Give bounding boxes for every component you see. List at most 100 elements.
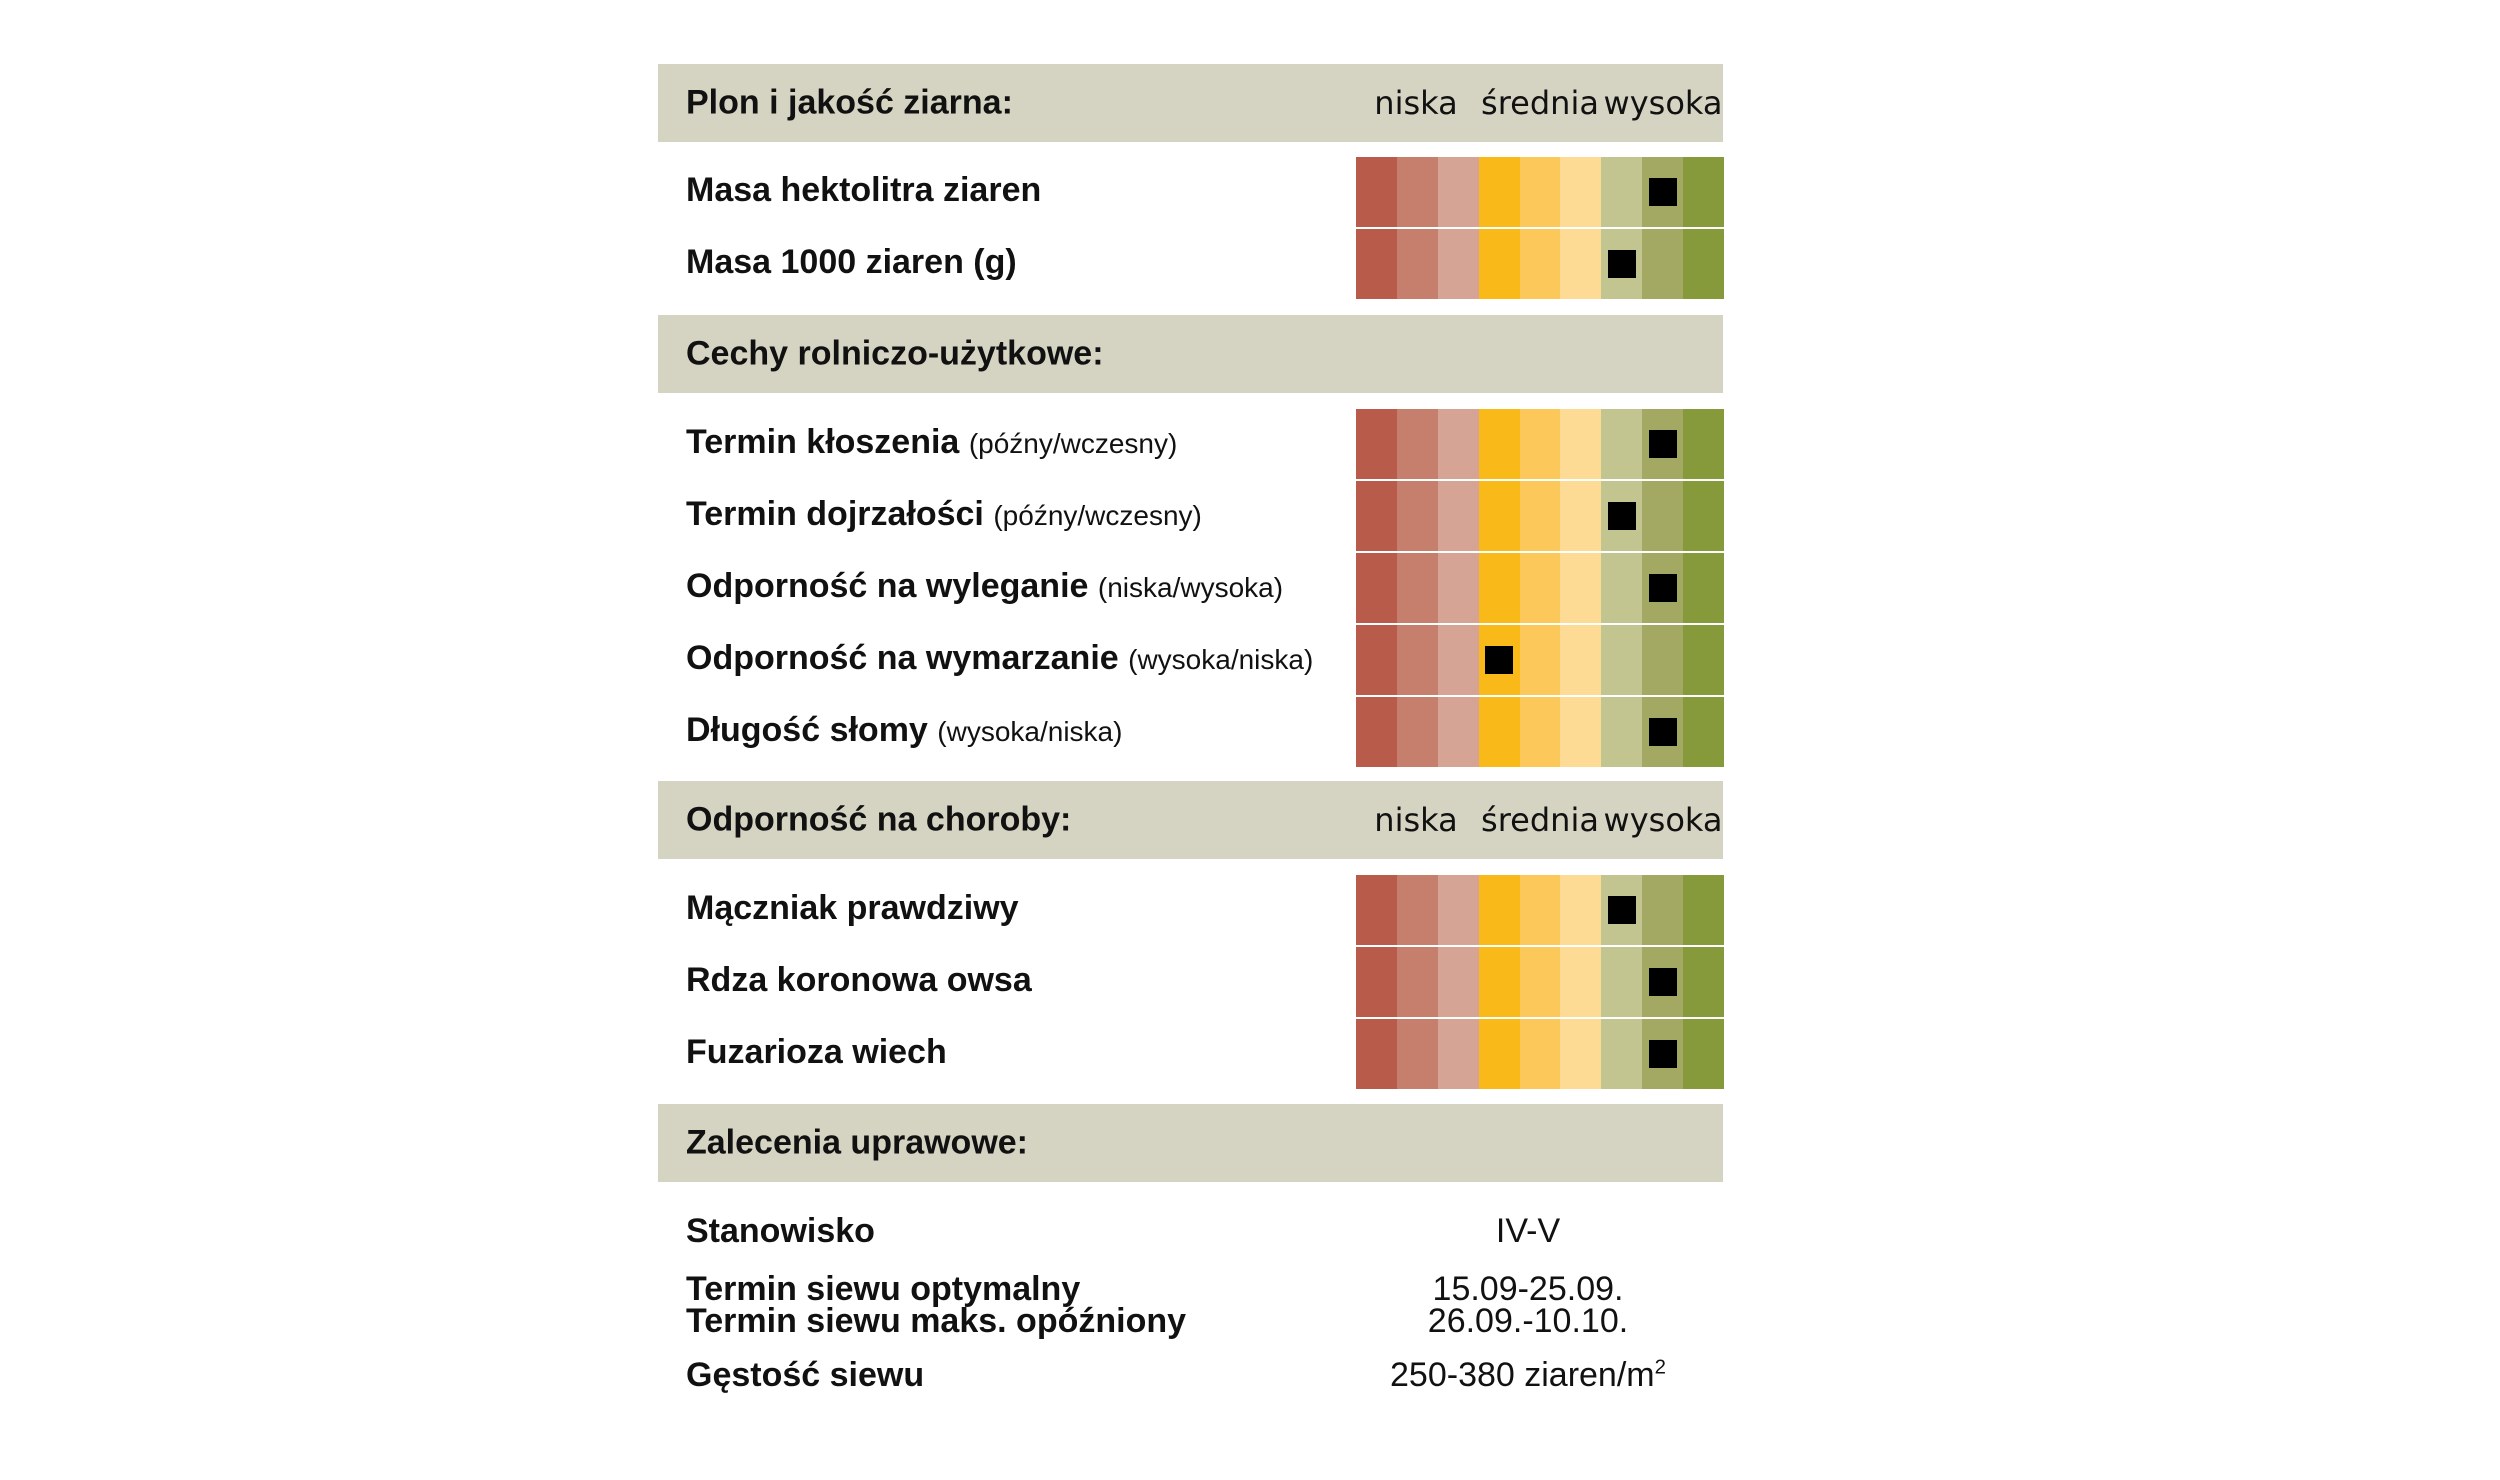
rating-bar <box>1356 625 1725 695</box>
rating-bar <box>1356 553 1725 623</box>
scale-segment <box>1683 229 1725 299</box>
rating-marker <box>1648 574 1677 602</box>
scale-segment <box>1601 1019 1643 1089</box>
scale-segment <box>1519 697 1561 767</box>
rec-label-site: Stanowisko <box>686 1212 875 1250</box>
scale-segment <box>1642 697 1684 767</box>
scale-segment <box>1601 625 1643 695</box>
scale-segment <box>1478 481 1520 551</box>
rec-value-site: IV-V <box>1495 1212 1561 1250</box>
rec-value-sowing-optimal: 15.09-25.09. <box>1432 1270 1624 1308</box>
scale-label-low: niska <box>1374 801 1458 839</box>
scale-segment <box>1478 625 1520 695</box>
scale-label-high: wysoka <box>1603 84 1723 122</box>
scale-segment <box>1519 157 1561 227</box>
row-note: (późny/wczesny) <box>968 428 1178 459</box>
rating-marker <box>1607 250 1636 278</box>
row-label: Fuzarioza wiech <box>686 1033 947 1071</box>
rating-bar <box>1356 875 1725 945</box>
scale-segment <box>1478 409 1520 479</box>
scale-segment <box>1437 697 1479 767</box>
section-header-disease: Odporność na choroby: niska średnia wyso… <box>658 781 1723 859</box>
scale-segment <box>1560 157 1602 227</box>
scale-segment <box>1478 875 1520 945</box>
rating-marker <box>1648 718 1677 746</box>
scale-segment <box>1356 553 1397 623</box>
unit-superscript: 2 <box>1654 1356 1666 1379</box>
rating-marker <box>1648 1040 1677 1068</box>
rating-marker <box>1607 896 1636 924</box>
rating-marker <box>1648 968 1677 996</box>
scale-segment <box>1519 553 1561 623</box>
scale-segment <box>1478 1019 1520 1089</box>
scale-segment <box>1356 697 1397 767</box>
scale-label-low: niska <box>1374 84 1458 122</box>
row-label: Termin dojrzałości (późny/wczesny) <box>686 495 1202 533</box>
scale-segment <box>1683 481 1725 551</box>
rating-bar <box>1356 229 1725 299</box>
scale-segment <box>1478 229 1520 299</box>
rating-marker <box>1648 430 1677 458</box>
scale-segment <box>1601 409 1643 479</box>
rec-value-sowing-late: 26.09.-10.10. <box>1427 1302 1629 1340</box>
scale-segment <box>1560 409 1602 479</box>
rating-marker <box>1607 502 1636 530</box>
scale-segment <box>1601 553 1643 623</box>
scale-segment <box>1478 947 1520 1017</box>
row-label: Odporność na wymarzanie (wysoka/niska) <box>686 639 1314 677</box>
scale-segment <box>1437 409 1479 479</box>
scale-segment <box>1642 409 1684 479</box>
scale-segment <box>1642 625 1684 695</box>
scale-segment <box>1560 947 1602 1017</box>
scale-segment <box>1560 697 1602 767</box>
scale-segment <box>1683 1019 1725 1089</box>
row-label: Masa 1000 ziaren (g) <box>686 243 1017 281</box>
scale-segment <box>1642 1019 1684 1089</box>
scale-segment <box>1560 1019 1602 1089</box>
scale-segment <box>1683 409 1725 479</box>
scale-segment <box>1560 553 1602 623</box>
scale-segment <box>1519 481 1561 551</box>
scale-segment <box>1356 409 1397 479</box>
scale-segment <box>1437 553 1479 623</box>
scale-segment <box>1642 875 1684 945</box>
scale-segment <box>1478 697 1520 767</box>
scale-segment <box>1519 1019 1561 1089</box>
section-title-disease: Odporność na choroby: <box>686 800 1072 839</box>
scale-segment <box>1396 409 1438 479</box>
rating-bar <box>1356 409 1725 479</box>
scale-segment <box>1683 625 1725 695</box>
scale-segment <box>1396 157 1438 227</box>
row-label: Odporność na wyleganie (niska/wysoka) <box>686 567 1284 605</box>
row-label: Długość słomy (wysoka/niska) <box>686 711 1123 749</box>
scale-segment <box>1519 875 1561 945</box>
rating-bar <box>1356 697 1725 767</box>
scale-segment <box>1437 481 1479 551</box>
scale-segment <box>1437 947 1479 1017</box>
scale-segment <box>1601 157 1643 227</box>
scale-segment <box>1356 947 1397 1017</box>
scale-segment <box>1683 947 1725 1017</box>
scale-segment <box>1356 229 1397 299</box>
rating-bar <box>1356 1019 1725 1089</box>
section-title-yield: Plon i jakość ziarna: <box>686 83 1013 122</box>
rating-marker <box>1485 646 1514 674</box>
scale-segment <box>1683 157 1725 227</box>
scale-segment <box>1396 229 1438 299</box>
row-note: (wysoka/niska) <box>1128 644 1314 675</box>
scale-segment <box>1519 229 1561 299</box>
section-header-recommendations: Zalecenia uprawowe: <box>658 1104 1723 1182</box>
scale-segment <box>1396 697 1438 767</box>
row-note: (wysoka/niska) <box>937 716 1123 747</box>
scale-segment <box>1437 625 1479 695</box>
scale-segment <box>1601 697 1643 767</box>
scale-segment <box>1396 625 1438 695</box>
scale-segment <box>1437 157 1479 227</box>
scale-segment <box>1642 157 1684 227</box>
scale-segment <box>1396 481 1438 551</box>
scale-segment <box>1560 481 1602 551</box>
scale-segment <box>1478 553 1520 623</box>
row-note: (późny/wczesny) <box>993 500 1202 531</box>
scale-segment <box>1683 553 1725 623</box>
scale-segment <box>1519 625 1561 695</box>
